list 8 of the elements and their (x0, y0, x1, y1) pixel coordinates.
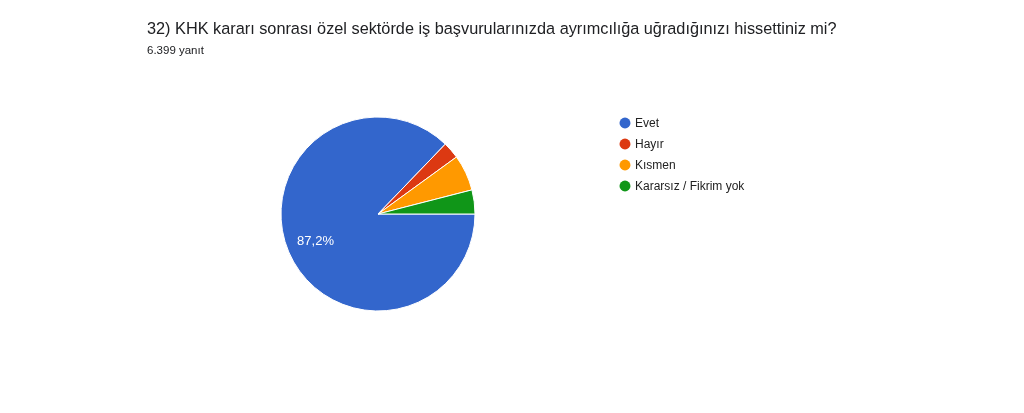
data-label: 87,2% (297, 232, 335, 248)
pie-slice (280, 116, 476, 312)
legend-label: Evet (635, 116, 660, 130)
legend-label: Kararsız / Fikrim yok (635, 179, 746, 193)
chart-title: 32) KHK kararı sonrası özel sektörde iş başvurularınızda ayrımcılığa uğradığınızı hissettiniz mi? (147, 19, 837, 38)
legend-label: Kısmen (635, 158, 676, 172)
text: 6.399 yanıt (147, 43, 205, 56)
legend-label: Hayır (635, 137, 664, 151)
